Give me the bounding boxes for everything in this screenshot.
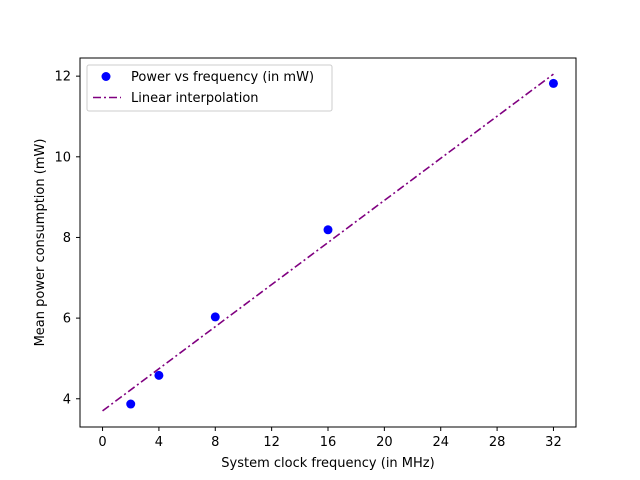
x-tick-label: 16 bbox=[320, 435, 337, 450]
x-tick-label: 4 bbox=[155, 435, 163, 450]
x-axis: 0 4 8 12 16 20 24 28 32 bbox=[98, 427, 562, 450]
legend: Power vs frequency (in mW) Linear interp… bbox=[86, 64, 333, 112]
y-tick-label: 4 bbox=[63, 392, 71, 407]
x-tick-label: 12 bbox=[263, 435, 280, 450]
y-axis-label: Mean power consumption (mW) bbox=[33, 139, 48, 347]
x-tick-label: 24 bbox=[432, 435, 449, 450]
data-points-layer bbox=[126, 78, 558, 409]
data-point bbox=[210, 312, 220, 322]
y-axis: 4 6 8 10 12 bbox=[54, 70, 80, 407]
x-tick-label: 32 bbox=[545, 435, 562, 450]
y-tick-label: 10 bbox=[54, 150, 71, 165]
x-axis-label: System clock frequency (in MHz) bbox=[221, 456, 434, 471]
data-point bbox=[323, 225, 333, 235]
y-tick-label: 12 bbox=[54, 70, 71, 85]
x-tick-label: 8 bbox=[211, 435, 219, 450]
legend-marker-scatter bbox=[101, 72, 111, 81]
data-point bbox=[548, 78, 558, 88]
x-tick-label: 20 bbox=[376, 435, 393, 450]
data-point bbox=[126, 399, 136, 409]
x-tick-label: 28 bbox=[489, 435, 506, 450]
legend-label-scatter: Power vs frequency (in mW) bbox=[131, 70, 314, 85]
y-tick-label: 8 bbox=[63, 231, 71, 246]
data-point bbox=[154, 370, 164, 380]
y-tick-label: 6 bbox=[63, 312, 71, 327]
legend-label-line: Linear interpolation bbox=[131, 91, 259, 106]
legend-frame bbox=[86, 64, 333, 112]
interpolation-line bbox=[102, 73, 554, 412]
interpolation-line-layer bbox=[102, 73, 554, 412]
x-tick-label: 0 bbox=[98, 435, 106, 450]
